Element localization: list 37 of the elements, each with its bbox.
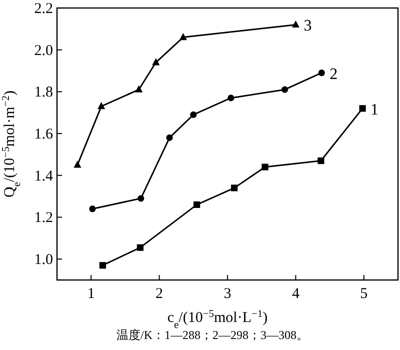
point: [231, 184, 238, 192]
y-tick-label: 1.6: [34, 126, 54, 143]
x-tick-label: 1: [87, 286, 95, 302]
y-tick-label: 1.8: [34, 84, 53, 101]
point: [318, 70, 325, 76]
point: [166, 134, 173, 142]
x-tick-label: 2: [156, 286, 164, 302]
point: [138, 195, 144, 202]
point: [190, 111, 197, 118]
point: [152, 58, 160, 66]
point: [89, 206, 96, 212]
point: [318, 157, 324, 164]
point: [228, 94, 234, 102]
y-tick-label: 2.2: [34, 1, 53, 17]
x-axis-title: c$_{e}$/(10$^{−5}$mol·L$^{−1}$): [167, 308, 268, 330]
x-tick-label: 5: [360, 286, 368, 302]
y-tick-label: 2.0: [34, 42, 53, 59]
x-tick-label: 3: [224, 286, 232, 302]
point: [194, 201, 200, 208]
point: [99, 262, 106, 269]
point: [292, 20, 300, 28]
y-tick-label: 1.4: [34, 168, 54, 184]
y-tick-label: 1.2: [34, 210, 53, 226]
point: [281, 86, 288, 93]
point: [262, 164, 268, 170]
point: [98, 102, 106, 110]
point: [136, 244, 144, 251]
series-label: 1: [370, 101, 379, 118]
point: [135, 85, 143, 92]
text: 温度/K：1—288；2—298；3—308。: [116, 328, 308, 342]
series-label: 3: [304, 18, 312, 35]
y-tick-label: 1.0: [34, 252, 53, 268]
series-label: 2: [330, 66, 338, 83]
point: [179, 32, 187, 40]
point: [74, 160, 82, 168]
point: [359, 105, 366, 112]
x-tick-label: 4: [292, 286, 300, 302]
